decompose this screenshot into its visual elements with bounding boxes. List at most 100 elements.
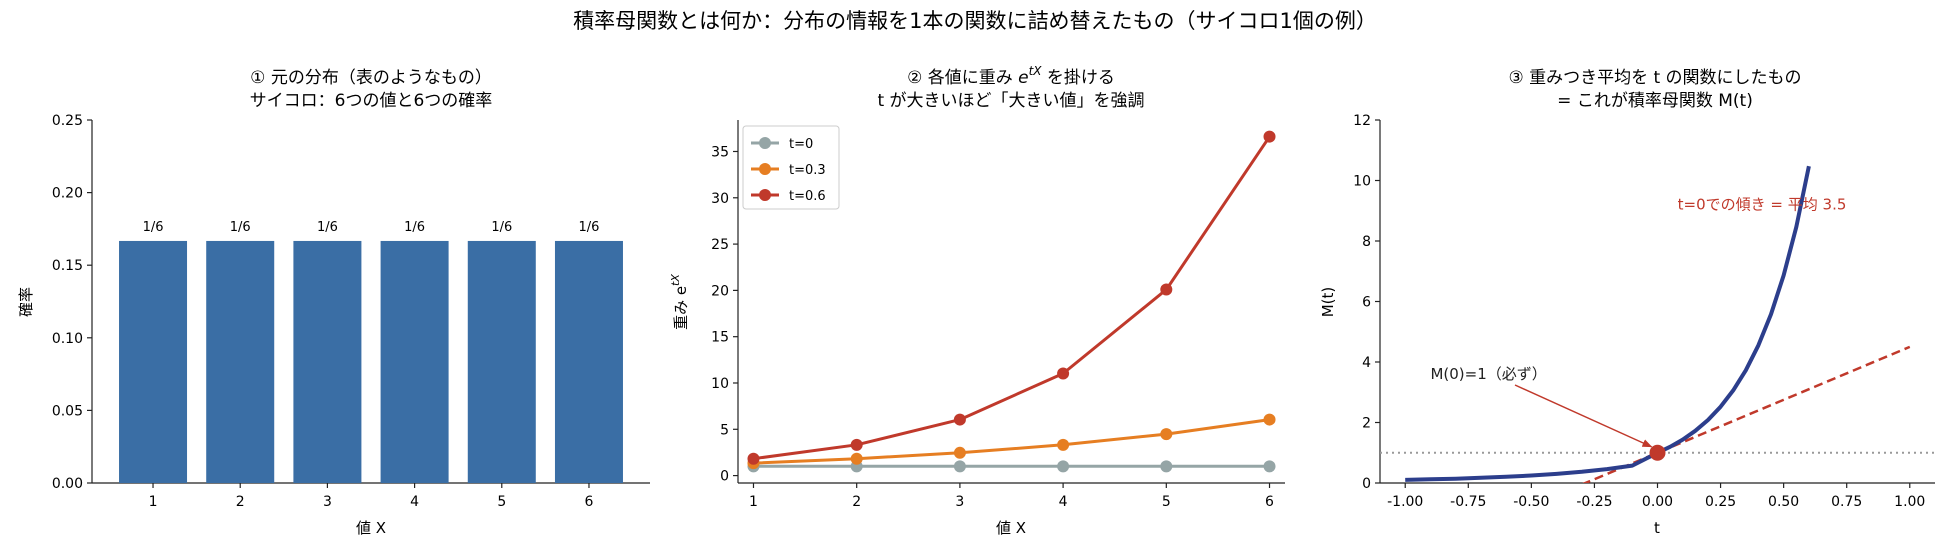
panel2-xtick-label: 2 [852, 494, 861, 510]
panel2-series-point [953, 413, 966, 426]
panel2-ytick-label: 15 [711, 330, 729, 346]
panel2-legend-items: t=0 t=0.3 t=0.6 [751, 137, 826, 204]
panel2-xlabel: 値 X [996, 519, 1026, 537]
panel1-xtick-label: 1 [149, 494, 158, 510]
panel2-xtick-label: 6 [1265, 494, 1274, 510]
panel1-title-line2: サイコロ：6つの値と6つの確率 [250, 91, 493, 111]
panel1-bar [293, 240, 362, 483]
panel3-annotation-slope: t=0での傾き = 平均 3.5 [1678, 196, 1847, 214]
panel2-ylabel-sup: tX [669, 274, 682, 286]
panel2-series-point [953, 460, 966, 473]
panel1-bar-label: 1/6 [491, 220, 512, 235]
panel3-ytick-label: 12 [1353, 113, 1371, 129]
panel2-ytick-label: 30 [711, 191, 729, 207]
panel1-ytick-label: 0.15 [52, 258, 83, 274]
panel1-bar-label: 1/6 [579, 220, 600, 235]
panel1-bar [380, 240, 449, 483]
panel2-series-point [1263, 130, 1276, 143]
panel2-series-point [1263, 413, 1276, 426]
panel3-annotation-arrow [1514, 384, 1653, 448]
panel2-xtick-label: 1 [749, 494, 758, 510]
panel2-series-point [1160, 428, 1173, 441]
panel1-data-labels: 1/6 1/6 1/6 1/6 1/6 1/6 [143, 220, 600, 235]
panel1-x-ticks: 1 2 3 4 5 6 [149, 483, 594, 510]
panel2-ytick-label: 25 [711, 237, 729, 253]
panel3-xtick-label: 1.00 [1894, 494, 1925, 510]
panel3-xtick-label: -0.75 [1450, 494, 1486, 510]
panel1-bar-label: 1/6 [143, 220, 164, 235]
panel3-title-line2: = これが積率母関数 M(t) [1557, 91, 1753, 111]
panel2-ylabel: 重み etX [669, 274, 690, 330]
figure-suptitle: 積率母関数とは何か：分布の情報を1本の関数に詰め替えたもの（サイコロ1個の例） [573, 9, 1377, 33]
panel2-xtick-label: 5 [1162, 494, 1171, 510]
panel-mgf: ③ 重みつき平均を t の関数にしたもの = これが積率母関数 M(t) 0 2 4… [1319, 68, 1935, 537]
panel2-legend-marker [759, 189, 771, 201]
panel3-xlabel: t [1654, 519, 1660, 537]
panel2-ylabel-base: 重み e [672, 286, 690, 330]
panel1-bar [554, 240, 623, 483]
panel1-bar-label: 1/6 [230, 220, 251, 235]
panel1-title-line1: ① 元の分布（表のようなもの） [250, 68, 492, 88]
panel2-ytick-label: 20 [711, 283, 729, 299]
panel1-bar-label: 1/6 [317, 220, 338, 235]
panel1-ytick-label: 0.10 [52, 331, 83, 347]
panel1-bars [119, 240, 623, 483]
panel1-bar [467, 240, 536, 483]
panel2-title-prefix: ② 各値に重み [907, 68, 1018, 88]
panel1-ytick-label: 0.25 [52, 113, 83, 129]
panel2-ytick-label: 10 [711, 376, 729, 392]
panel2-title-line2: t が大きいほど「大きい値」を強調 [877, 91, 1144, 111]
panel3-x-ticks: -1.00 -0.75 -0.50 -0.25 0.00 0.25 0.50 0.75 1.00 [1387, 483, 1925, 510]
panel2-legend-label: t=0 [789, 137, 813, 152]
panel1-bar [206, 240, 275, 483]
panel-weights: ② 各値に重み etX を掛ける t が大きいほど「大きい値」を強調 05101… [669, 64, 1285, 537]
panel3-xtick-label: -0.50 [1513, 494, 1549, 510]
panel3-xtick-label: -1.00 [1387, 494, 1423, 510]
panel3-xtick-label: 0.25 [1705, 494, 1736, 510]
panel1-xlabel: 値 X [356, 519, 386, 537]
panel2-xtick-label: 3 [955, 494, 964, 510]
panel2-legend-marker [759, 137, 771, 149]
panel2-y-ticks: 0 5 10 15 20 25 30 35 [711, 144, 738, 485]
panel1-xtick-label: 4 [410, 494, 419, 510]
panel2-xtick-label: 4 [1059, 494, 1068, 510]
panel3-mgf-curve [1405, 165, 1811, 482]
panel3-clipped-area [1380, 165, 1935, 483]
panel1-y-ticks: 0.00 0.05 0.10 0.15 0.20 0.25 [52, 113, 92, 492]
panel3-xtick-label: 0.50 [1768, 494, 1799, 510]
panel1-ytick-label: 0.20 [52, 186, 83, 202]
panel1-xtick-label: 6 [585, 494, 594, 510]
panel3-plot [1380, 165, 1935, 483]
panel3-xtick-label: 0.00 [1642, 494, 1673, 510]
panel2-title-math-sup: tX [1029, 64, 1043, 78]
panel2-legend-marker [759, 163, 771, 175]
panel2-series-point [1160, 460, 1173, 473]
panel3-y-ticks: 0 2 4 6 8 10 12 [1353, 113, 1380, 492]
panel2-series-point [1160, 283, 1173, 296]
panel2-series-point [850, 438, 863, 451]
panel1-ylabel: 確率 [17, 287, 35, 317]
panel2-ytick-label: 35 [711, 144, 729, 160]
panel3-ytick-label: 6 [1362, 295, 1371, 311]
panel3-ytick-label: 8 [1362, 234, 1371, 250]
panel2-series-point [850, 452, 863, 465]
panel3-ytick-label: 4 [1362, 355, 1371, 371]
panel3-point-m0 [1649, 444, 1666, 461]
panel2-series-point [953, 446, 966, 459]
panel3-ytick-label: 2 [1362, 416, 1371, 432]
panel2-series [747, 130, 1276, 473]
panel1-bar [119, 240, 188, 483]
panel2-ytick-label: 5 [720, 422, 729, 438]
panel2-legend-label: t=0.3 [789, 163, 826, 178]
panel2-legend: t=0 t=0.3 t=0.6 [742, 125, 840, 210]
panel3-ylabel: M(t) [1319, 287, 1337, 318]
panel2-series-point [747, 452, 760, 465]
panel1-bar-label: 1/6 [404, 220, 425, 235]
panel2-title-line1: ② 各値に重み etX を掛ける [907, 64, 1115, 88]
panel1-xtick-label: 5 [497, 494, 506, 510]
panel2-x-ticks: 1 2 3 4 5 6 [749, 483, 1274, 510]
panel1-ytick-label: 0.00 [52, 476, 83, 492]
panel3-ytick-label: 10 [1353, 174, 1371, 190]
panel1-ytick-label: 0.05 [52, 403, 83, 419]
